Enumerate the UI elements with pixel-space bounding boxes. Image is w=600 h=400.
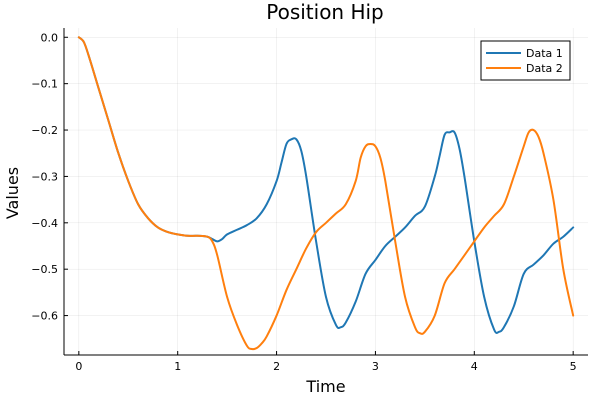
- tick-labels: 0 1 2 3 4 5 0.0 −0.1 −0.2 −0.3 −0.4 −0.5 −0.6: [31, 31, 576, 373]
- y-tick-label: −0.4: [31, 217, 58, 230]
- y-tick-label: −0.2: [31, 124, 58, 137]
- chart-title: Position Hip: [266, 0, 384, 24]
- axes: [63, 28, 588, 356]
- x-tick-label: 0: [75, 360, 82, 373]
- x-tick-label: 1: [174, 360, 181, 373]
- y-tick-label: −0.6: [31, 310, 58, 323]
- y-tick-label: −0.3: [31, 170, 58, 183]
- y-tick-label: 0.0: [41, 31, 59, 44]
- series-line-data-2: [77, 36, 575, 351]
- x-tick-label: 2: [273, 360, 280, 373]
- x-tick-label: 4: [471, 360, 478, 373]
- y-tick-label: −0.1: [31, 78, 58, 91]
- legend-label-data-1: Data 1: [526, 47, 563, 60]
- y-axis-label: Values: [3, 167, 22, 219]
- y-tick-label: −0.5: [31, 263, 58, 276]
- x-tick-label: 5: [570, 360, 577, 373]
- x-tick-label: 3: [372, 360, 379, 373]
- x-axis-label: Time: [305, 377, 345, 396]
- series-lines: [77, 36, 575, 351]
- legend-label-data-2: Data 2: [526, 62, 563, 75]
- legend: Data 1 Data 2: [480, 40, 571, 81]
- legend-box: [480, 40, 571, 81]
